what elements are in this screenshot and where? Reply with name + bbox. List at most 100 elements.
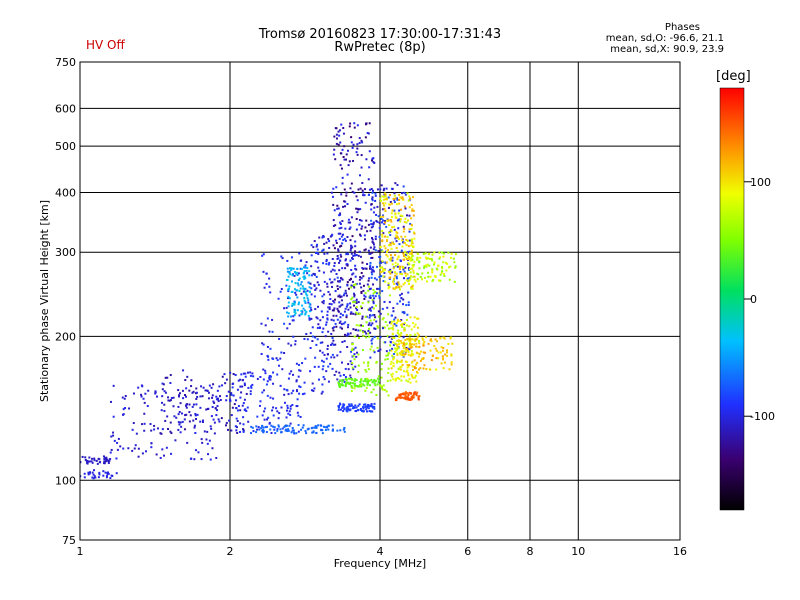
scatter-point xyxy=(113,439,116,442)
scatter-point xyxy=(354,313,357,316)
scatter-point xyxy=(313,295,316,298)
scatter-point xyxy=(348,403,351,406)
scatter-point xyxy=(179,431,182,434)
scatter-point xyxy=(397,286,400,289)
scatter-point xyxy=(403,370,406,373)
scatter-point xyxy=(287,295,290,298)
scatter-point xyxy=(334,322,337,325)
scatter-point xyxy=(415,342,418,345)
scatter-point xyxy=(408,250,411,253)
scatter-point xyxy=(294,282,297,285)
scatter-point xyxy=(417,368,420,371)
scatter-point xyxy=(186,375,189,378)
scatter-point xyxy=(373,246,376,249)
scatter-point xyxy=(225,395,228,398)
scatter-point xyxy=(306,272,309,275)
scatter-point xyxy=(407,374,410,377)
scatter-point xyxy=(399,393,402,396)
scatter-point xyxy=(344,239,347,242)
scatter-point xyxy=(266,345,269,348)
scatter-point xyxy=(375,265,378,268)
scatter-point xyxy=(357,208,360,211)
scatter-point xyxy=(400,297,403,300)
scatter-point xyxy=(341,182,344,185)
scatter-point xyxy=(334,224,337,227)
scatter-point xyxy=(192,390,195,393)
x-tick-label: 4 xyxy=(377,545,384,558)
scatter-point xyxy=(441,357,444,360)
scatter-point xyxy=(177,405,180,408)
scatter-point xyxy=(318,236,321,239)
scatter-point xyxy=(371,159,374,162)
scatter-point xyxy=(332,314,335,317)
scatter-point xyxy=(402,198,405,201)
scatter-point xyxy=(83,472,86,475)
scatter-point xyxy=(351,386,354,389)
scatter-point xyxy=(408,228,411,231)
scatter-point xyxy=(411,245,414,248)
scatter-point xyxy=(313,240,316,243)
scatter-point xyxy=(368,335,371,338)
scatter-point xyxy=(242,372,245,375)
scatter-point xyxy=(355,217,358,220)
scatter-point xyxy=(368,316,371,319)
scatter-point xyxy=(270,432,273,435)
scatter-point xyxy=(395,240,398,243)
scatter-point xyxy=(362,289,365,292)
scatter-point xyxy=(185,413,188,416)
scatter-point xyxy=(258,404,261,407)
scatter-point xyxy=(239,378,242,381)
scatter-point xyxy=(236,431,239,434)
scatter-point xyxy=(349,221,352,224)
scatter-point xyxy=(365,380,368,383)
scatter-point xyxy=(396,318,399,321)
scatter-point xyxy=(274,432,277,435)
scatter-point xyxy=(375,360,378,363)
scatter-point xyxy=(264,324,267,327)
scatter-point xyxy=(240,391,243,394)
scatter-point xyxy=(352,348,355,351)
scatter-point xyxy=(219,395,222,398)
scatter-point xyxy=(343,333,346,336)
scatter-point xyxy=(401,311,404,314)
scatter-point xyxy=(361,330,364,333)
scatter-point xyxy=(164,419,167,422)
scatter-point xyxy=(296,282,299,285)
scatter-point xyxy=(272,357,275,360)
scatter-point xyxy=(454,253,457,256)
scatter-point xyxy=(305,269,308,272)
scatter-point xyxy=(396,353,399,356)
scatter-point xyxy=(342,428,345,431)
scatter-point xyxy=(245,392,248,395)
scatter-point xyxy=(404,217,407,220)
scatter-point xyxy=(295,271,298,274)
scatter-point xyxy=(413,376,416,379)
scatter-point xyxy=(315,245,318,248)
scatter-point xyxy=(367,364,370,367)
scatter-point xyxy=(272,425,275,428)
scatter-point xyxy=(353,335,356,338)
scatter-point xyxy=(300,268,303,271)
scatter-point xyxy=(342,155,345,158)
scatter-point xyxy=(439,256,442,259)
scatter-point xyxy=(376,325,379,328)
scatter-point xyxy=(297,375,300,378)
scatter-point xyxy=(216,405,219,408)
scatter-point xyxy=(246,371,249,374)
scatter-point xyxy=(303,309,306,312)
scatter-point xyxy=(403,241,406,244)
scatter-point xyxy=(172,405,175,408)
scatter-point xyxy=(403,397,406,400)
colorbar-tick-label: 100 xyxy=(750,176,771,189)
scatter-point xyxy=(81,455,84,458)
scatter-point xyxy=(387,282,390,285)
scatter-point xyxy=(227,390,230,393)
scatter-point xyxy=(427,271,430,274)
scatter-point xyxy=(401,196,404,199)
scatter-point xyxy=(412,284,415,287)
scatter-point xyxy=(403,270,406,273)
scatter-point xyxy=(351,246,354,249)
scatter-point xyxy=(363,234,366,237)
scatter-point xyxy=(350,284,353,287)
scatter-point xyxy=(291,426,294,429)
